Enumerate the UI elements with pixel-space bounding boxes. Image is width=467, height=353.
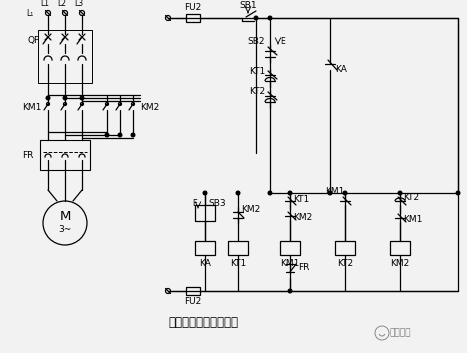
Text: KA: KA [335,66,347,74]
Circle shape [268,16,272,20]
Circle shape [288,289,292,293]
Circle shape [268,191,272,195]
Text: FU2: FU2 [184,4,202,12]
Text: 3~: 3~ [58,226,71,234]
Text: 定时自动循环控制电路: 定时自动循环控制电路 [168,317,238,329]
Text: KM1: KM1 [403,215,422,225]
Text: KM2: KM2 [293,214,312,222]
Text: KM2: KM2 [390,258,410,268]
Circle shape [80,96,84,100]
Circle shape [131,133,135,137]
Circle shape [254,16,258,20]
Text: KM1: KM1 [280,258,300,268]
Circle shape [343,191,347,195]
Circle shape [63,96,67,100]
Text: FR: FR [22,150,33,160]
Text: SB2: SB2 [248,36,265,46]
Circle shape [236,191,240,195]
Text: L₁: L₁ [26,8,34,18]
Bar [335,241,355,255]
Text: SB1: SB1 [239,0,257,10]
Text: KT1: KT1 [230,258,246,268]
Circle shape [46,96,50,100]
Bar [195,205,215,221]
Circle shape [105,133,109,137]
Bar [40,140,90,170]
Circle shape [456,191,460,195]
Text: 技成培训: 技成培训 [390,329,411,337]
Text: KT2: KT2 [403,192,419,202]
Circle shape [203,191,207,195]
Text: SB3: SB3 [208,198,226,208]
Bar [195,241,215,255]
Text: M: M [59,210,71,223]
Circle shape [118,133,122,137]
Text: KM1: KM1 [325,186,344,196]
Text: KT2: KT2 [337,258,353,268]
Text: KM1: KM1 [22,103,42,113]
Text: KA: KA [199,258,211,268]
Bar [186,287,200,295]
Text: KT2: KT2 [249,88,265,96]
Text: KM2: KM2 [241,204,260,214]
Text: FU2: FU2 [184,297,202,305]
Bar [38,30,92,83]
Bar [280,241,300,255]
Text: L2: L2 [57,0,66,8]
Text: QF: QF [28,36,40,46]
Text: E: E [280,36,285,46]
Text: L1: L1 [41,0,50,8]
Circle shape [398,191,402,195]
Text: FR: FR [298,263,309,273]
Bar [390,241,410,255]
Circle shape [328,191,332,195]
Text: KT1: KT1 [293,195,309,203]
Bar [186,14,200,22]
Text: E: E [192,198,197,208]
Text: KM2: KM2 [140,103,159,113]
Text: L3: L3 [74,0,84,8]
Bar [228,241,248,255]
Text: KT1: KT1 [249,66,265,76]
Circle shape [288,191,292,195]
